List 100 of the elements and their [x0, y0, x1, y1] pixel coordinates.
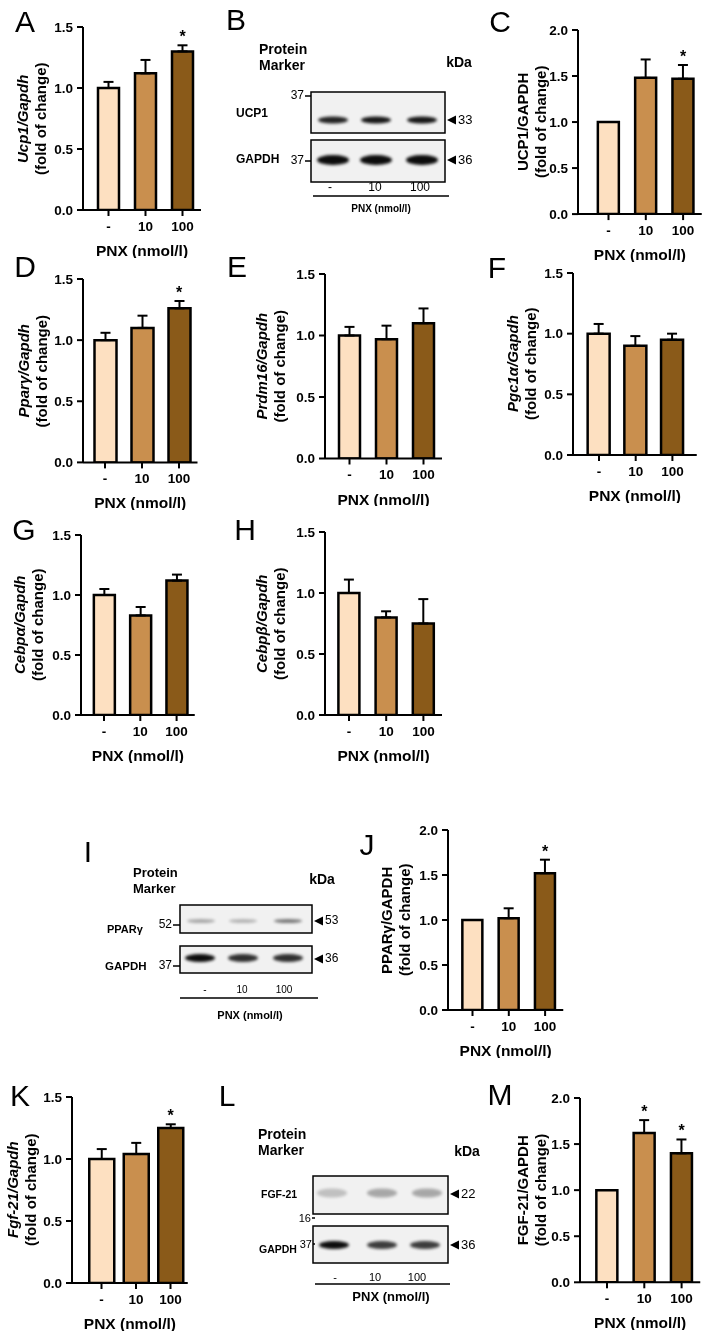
- y-axis-title: Pgc1α/Gapdh (fold of change): [504, 307, 539, 421]
- y-axis-title: Ucp1/Gapdh (fold of change): [14, 62, 49, 175]
- text: 37: [158, 958, 172, 973]
- text: PNX (nmol/l): [352, 1288, 430, 1305]
- text: FGF-21: [261, 1187, 298, 1201]
- y-tick-label: 1.5: [54, 271, 74, 287]
- annotation: *: [179, 28, 187, 46]
- x-tick-label: 100: [661, 463, 684, 479]
- category-label: -: [328, 180, 332, 195]
- text: 22: [461, 1185, 476, 1202]
- text: L: [218, 1079, 236, 1112]
- y-tick-label: 1.0: [419, 912, 438, 928]
- x-tick-label: -: [346, 723, 352, 739]
- annotation: *: [641, 1102, 649, 1120]
- x-tick-label: 10: [132, 723, 148, 739]
- x-tick-label: 10: [628, 463, 644, 479]
- text: PPARγ: [107, 922, 143, 936]
- x-tick-label: 10: [128, 1291, 144, 1307]
- annotation: *: [679, 47, 687, 65]
- chart-title: G: [12, 513, 36, 546]
- text: Protein Marker: [258, 1126, 308, 1158]
- annotation: *: [678, 1122, 686, 1140]
- y-tick-label: 0.5: [419, 957, 439, 973]
- y-tick-label: 0.0: [296, 450, 315, 466]
- text: UCP1: [236, 106, 269, 121]
- y-tick-label: 0.5: [551, 1228, 571, 1244]
- text: 53: [325, 913, 339, 928]
- category-label: 10: [368, 1270, 382, 1284]
- text: Protein Marker: [133, 865, 179, 897]
- text: 37: [299, 1237, 312, 1251]
- y-axis-title: Prdm16/Gapdh (fold of change): [253, 309, 288, 422]
- category-label: 100: [409, 180, 431, 195]
- y-tick-label: 2.0: [419, 822, 438, 838]
- y-tick-label: 1.5: [52, 527, 72, 543]
- y-tick-label: 0.0: [551, 1274, 570, 1290]
- text: GAPDH: [105, 960, 147, 974]
- y-tick-label: 1.0: [54, 332, 73, 348]
- text: 37: [290, 88, 304, 103]
- text: 36: [325, 951, 339, 966]
- text: 16: [298, 1211, 311, 1225]
- x-tick-label: 100: [159, 1291, 182, 1307]
- x-tick-label: -: [606, 222, 611, 238]
- text: Protein Marker: [259, 41, 309, 73]
- text: 36: [461, 1236, 476, 1253]
- y-tick-label: 1.0: [296, 327, 315, 343]
- annotation: *: [175, 283, 183, 301]
- x-tick-label: -: [99, 1291, 104, 1307]
- y-tick-label: 1.0: [54, 80, 73, 96]
- y-tick-label: 0.5: [54, 141, 74, 157]
- text: PNX (nmol/l): [351, 203, 411, 215]
- chart-title: J: [359, 828, 375, 861]
- y-tick-label: 1.0: [551, 1182, 570, 1198]
- x-tick-label: -: [101, 723, 107, 739]
- y-axis-title: FGF-21/GAPDH (fold of change): [514, 1133, 549, 1247]
- y-tick-label: 1.5: [549, 68, 569, 84]
- y-tick-label: 0.0: [419, 1002, 438, 1018]
- y-tick-label: 1.0: [52, 587, 71, 603]
- category-label: -: [333, 1270, 337, 1284]
- y-tick-label: 1.5: [544, 265, 564, 281]
- y-tick-label: 1.5: [296, 525, 316, 541]
- x-tick-label: 100: [671, 222, 695, 238]
- category-label: 10: [236, 984, 248, 996]
- text: kDa: [446, 53, 472, 71]
- x-tick-label: 10: [378, 466, 395, 482]
- y-axis-title: Cebpα/Gapdh (fold of change): [11, 568, 46, 682]
- text: kDa: [454, 1142, 480, 1160]
- x-tick-label: 100: [412, 723, 435, 739]
- chart-title: D: [14, 250, 36, 283]
- y-tick-label: 1.5: [419, 867, 439, 883]
- y-tick-label: 1.5: [43, 1089, 63, 1105]
- text: B: [225, 3, 247, 36]
- x-tick-label: 100: [165, 723, 188, 739]
- y-tick-label: 1.0: [549, 114, 568, 130]
- y-tick-label: 0.0: [296, 708, 315, 724]
- x-tick-label: 10: [134, 470, 150, 486]
- annotation: *: [541, 842, 549, 860]
- y-tick-label: 0.5: [549, 160, 569, 176]
- y-axis-title: UCP1/GAPDH (fold of change): [514, 65, 549, 178]
- y-tick-label: 0.0: [54, 202, 73, 218]
- text: 33: [458, 111, 473, 128]
- x-tick-label: 10: [137, 218, 154, 234]
- y-tick-label: 0.5: [52, 647, 72, 663]
- chart-title: M: [487, 1078, 513, 1111]
- text: GAPDH: [259, 1242, 297, 1256]
- y-tick-label: 0.0: [549, 206, 568, 222]
- text: 36: [458, 151, 473, 168]
- category-label: 100: [407, 1270, 427, 1284]
- x-tick-label: 10: [501, 1018, 517, 1034]
- x-tick-label: -: [596, 463, 602, 479]
- x-tick-label: -: [604, 1290, 610, 1306]
- x-tick-label: -: [106, 218, 111, 234]
- chart-title: K: [9, 1079, 31, 1112]
- category-label: -: [203, 984, 207, 996]
- y-tick-label: 0.0: [43, 1275, 62, 1291]
- annotation: *: [167, 1107, 175, 1125]
- y-tick-label: 1.5: [54, 19, 74, 35]
- y-axis-title: PPARγ/GAPDH (fold of change): [378, 863, 413, 977]
- x-tick-label: 100: [171, 218, 194, 234]
- y-tick-label: 1.0: [43, 1151, 62, 1167]
- y-tick-label: 1.5: [551, 1136, 571, 1152]
